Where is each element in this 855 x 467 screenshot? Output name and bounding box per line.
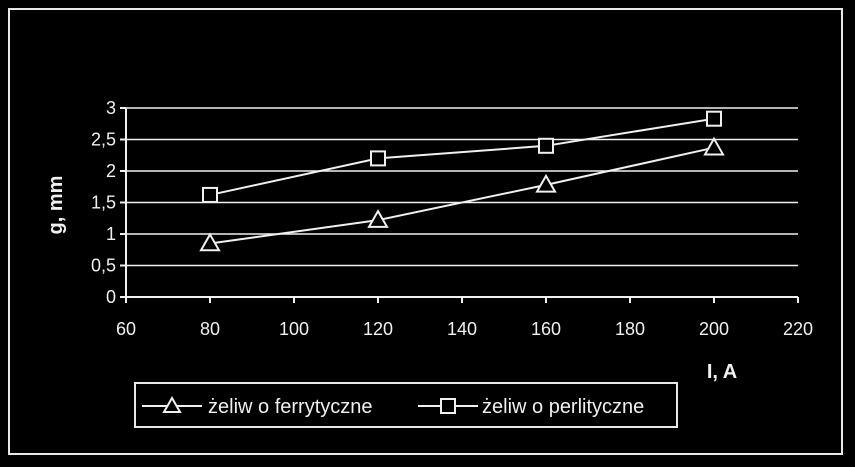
series-line-1 (209, 117, 715, 196)
grid-lines (126, 107, 798, 267)
x-tick-label-6: 180 (615, 319, 645, 339)
point-square-1-0 (202, 186, 218, 203)
chart-frame (8, 8, 843, 455)
x-axis-label: I, A (707, 361, 737, 383)
legend-label-perlityczne: żeliw o perlityczne (482, 396, 644, 418)
legend: żeliw o ferrytyczne żeliw o perlityczne (134, 382, 678, 428)
y-tick-label-3: 1,5 (91, 193, 116, 213)
legend-entry-ferrytyczne: żeliw o ferrytyczne (142, 395, 373, 418)
legend-svg: żeliw o ferrytyczne żeliw o perlityczne (142, 395, 644, 418)
x-tick-label-3: 120 (363, 319, 393, 339)
point-triangle-0-1 (367, 209, 389, 228)
x-tick-label-2: 100 (279, 319, 309, 339)
point-square-1-1 (370, 150, 386, 167)
x-tick-labels: 60 80 100 120 140 160 180 200 220 (116, 297, 813, 339)
x-tick-label-0: 60 (116, 319, 136, 339)
y-tick-label-4: 2 (106, 161, 116, 181)
y-tick-labels: 0 0,5 1 1,5 2 2,5 3 (91, 98, 126, 307)
x-tick-label-8: 220 (783, 319, 813, 339)
x-tick-label-7: 200 (699, 319, 729, 339)
legend-entry-perlityczne: żeliw o perlityczne (418, 396, 644, 418)
point-square-1-2 (538, 137, 554, 154)
y-axis-label: g, mm (45, 176, 67, 235)
point-triangle-0-2 (535, 173, 557, 193)
series-group (199, 110, 725, 252)
y-tick-label-1: 0,5 (91, 256, 116, 276)
y-tick-label-5: 2,5 (91, 130, 116, 150)
point-square-1-3 (706, 110, 722, 127)
x-tick-label-5: 160 (531, 319, 561, 339)
x-tick-label-1: 80 (200, 319, 220, 339)
y-tick-label-2: 1 (106, 224, 116, 244)
series-line-0 (209, 146, 715, 245)
y-tick-label-0: 0 (106, 287, 116, 307)
legend-label-ferrytyczne: żeliw o ferrytyczne (208, 396, 373, 418)
y-tick-label-6: 3 (106, 98, 116, 118)
point-triangle-0-0 (199, 232, 221, 252)
point-triangle-0-3 (703, 136, 725, 156)
legend-square-marker (440, 398, 456, 414)
x-tick-label-4: 140 (447, 319, 477, 339)
legend-triangle-marker (162, 395, 182, 413)
